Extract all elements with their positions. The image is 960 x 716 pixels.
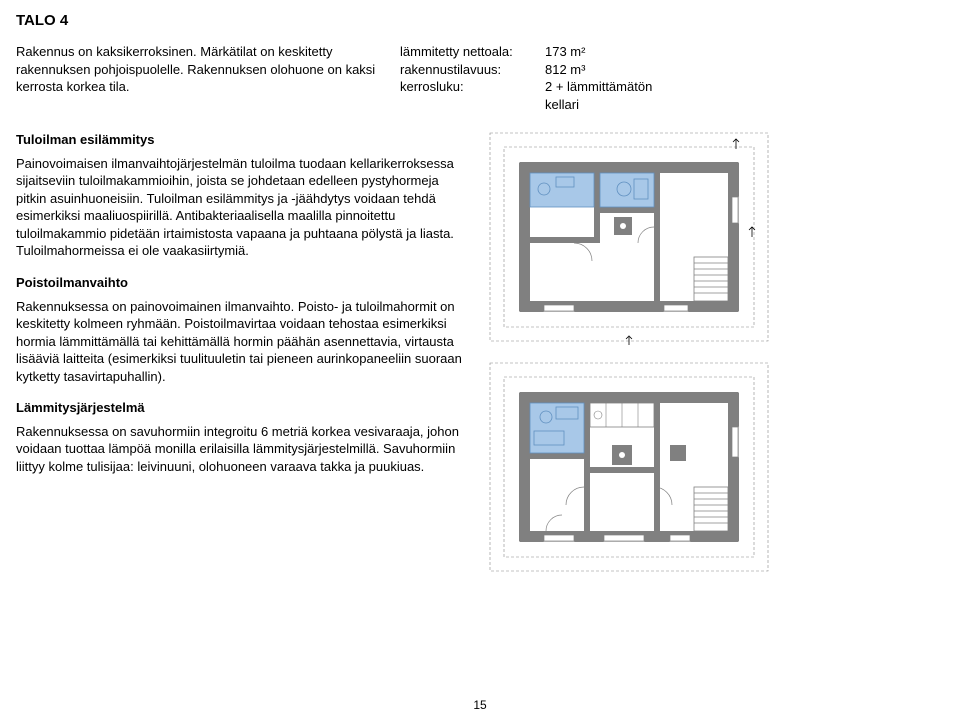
section-body: Rakennuksessa on painovoimainen ilmanvai… xyxy=(16,298,466,386)
floorplan-upper-icon xyxy=(484,127,774,347)
spec-row: lämmitetty nettoala: 173 m² xyxy=(400,43,670,61)
page-number: 15 xyxy=(473,698,486,712)
section-body: Painovoimaisen ilmanvaihtojärjestelmän t… xyxy=(16,155,466,260)
spec-label: rakennustilavuus: xyxy=(400,61,545,79)
floorplan-column xyxy=(484,127,784,577)
main-content: Tuloilman esilämmitys Painovoimaisen ilm… xyxy=(16,127,944,577)
spec-table: lämmitetty nettoala: 173 m² rakennustila… xyxy=(400,43,670,113)
spec-row: kerrosluku: 2 + lämmittämätön kellari xyxy=(400,78,670,113)
page-title: TALO 4 xyxy=(16,12,944,29)
spec-label: kerrosluku: xyxy=(400,78,545,113)
top-row: Rakennus on kaksikerroksinen. Märkätilat… xyxy=(16,43,944,113)
section-body: Rakennuksessa on savuhormiin integroitu … xyxy=(16,423,466,476)
spec-value: 812 m³ xyxy=(545,61,670,79)
spec-value: 173 m² xyxy=(545,43,670,61)
intro-text: Rakennus on kaksikerroksinen. Märkätilat… xyxy=(16,43,376,113)
spec-value: 2 + lämmittämätön kellari xyxy=(545,78,670,113)
section-heading: Tuloilman esilämmitys xyxy=(16,131,466,149)
section-heading: Poistoilmanvaihto xyxy=(16,274,466,292)
spec-row: rakennustilavuus: 812 m³ xyxy=(400,61,670,79)
text-column: Tuloilman esilämmitys Painovoimaisen ilm… xyxy=(16,127,466,577)
spec-label: lämmitetty nettoala: xyxy=(400,43,545,61)
floorplan-lower-icon xyxy=(484,357,774,577)
section-heading: Lämmitysjärjestelmä xyxy=(16,399,466,417)
